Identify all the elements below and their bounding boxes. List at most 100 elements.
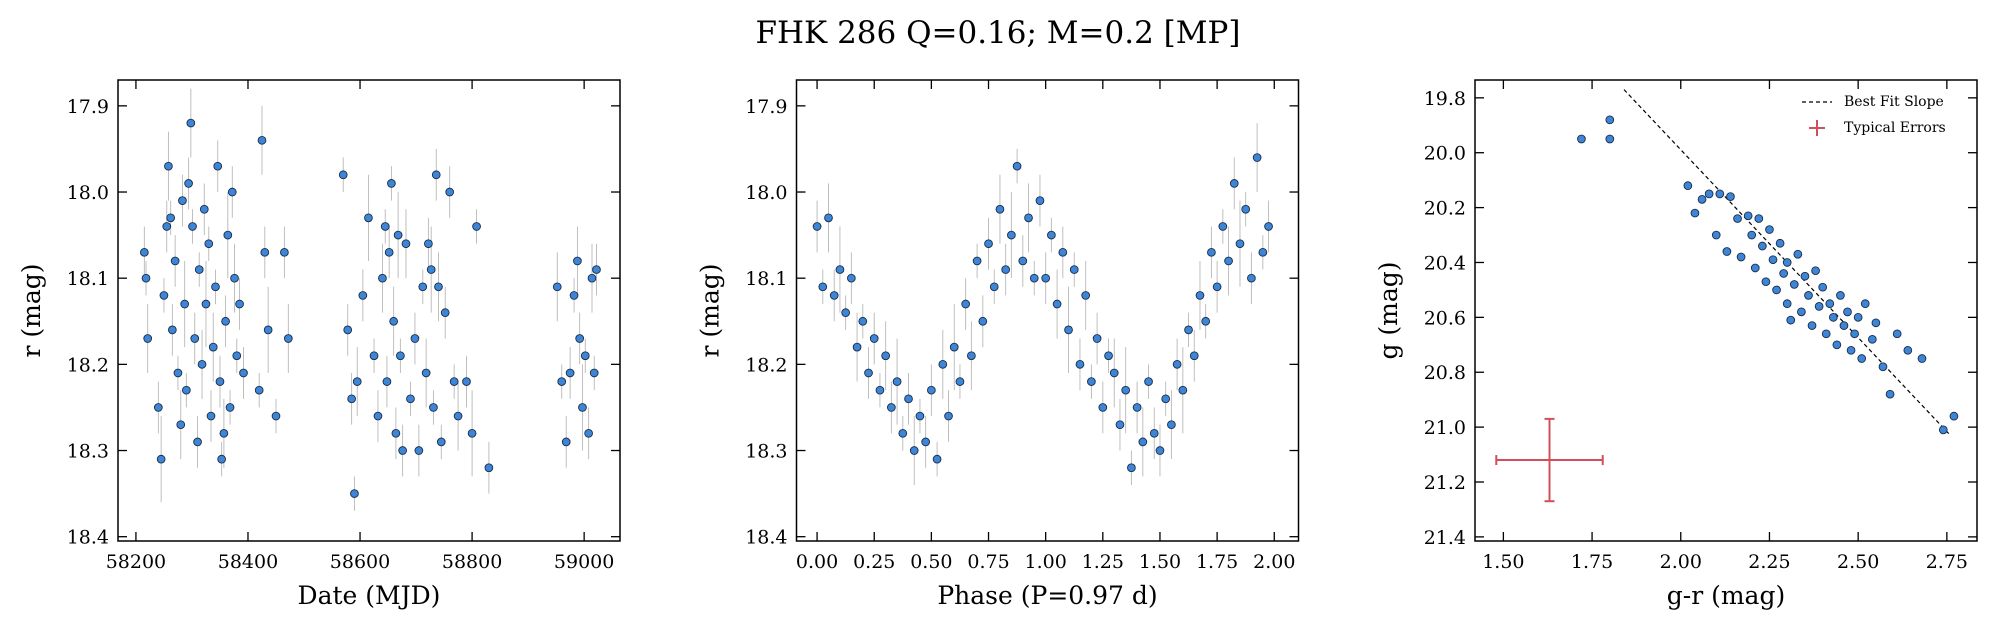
data-point (949, 342, 959, 352)
y-axis-label: r (mag) (17, 263, 46, 357)
data-point (387, 179, 396, 188)
data-point (1814, 302, 1824, 311)
data-point (972, 256, 982, 266)
data-point (1750, 263, 1760, 273)
data-point (1797, 307, 1806, 317)
data-point (852, 342, 862, 352)
data-point (1722, 247, 1732, 256)
x-tick-label: 58200 (106, 551, 166, 573)
y-tick-label: 21.0 (1424, 417, 1466, 439)
x-tick-label: 0.00 (796, 551, 838, 573)
data-point (199, 204, 209, 214)
data-point (1224, 256, 1233, 266)
data-point (1218, 222, 1228, 231)
data-point (575, 334, 585, 343)
data-point (1843, 307, 1852, 317)
x-tick-label: 59000 (554, 551, 614, 573)
data-point (1241, 204, 1251, 214)
data-point (230, 273, 239, 283)
fit-line (1623, 89, 1951, 436)
data-point (190, 334, 200, 343)
axes-frame (795, 79, 1300, 542)
x-tick-label: 1.00 (1025, 551, 1067, 573)
data-point (835, 265, 845, 274)
y-tick-label: 20.8 (1424, 362, 1466, 384)
data-point (1772, 285, 1781, 295)
data-point (382, 377, 392, 386)
x-tick-label: 2.50 (1837, 551, 1879, 573)
data-point (462, 377, 471, 386)
y-axis-label: g (mag) (1374, 261, 1403, 359)
data-point (167, 325, 177, 335)
x-tick-label: 2.00 (1253, 551, 1295, 573)
data-point (215, 377, 225, 386)
y-tick-label: 21.2 (1424, 472, 1466, 494)
legend-label: Best Fit Slope (1844, 94, 1944, 110)
data-point (1793, 249, 1803, 259)
data-point (1127, 463, 1136, 473)
data-point (426, 265, 436, 274)
data-point (263, 325, 273, 335)
data-point (1167, 420, 1176, 430)
y-tick-label: 20.2 (1424, 198, 1466, 220)
y-tick-label: 20.0 (1424, 143, 1466, 165)
data-point (173, 368, 183, 378)
data-point (225, 403, 235, 412)
data-point (378, 273, 387, 283)
data-point (343, 325, 353, 335)
data-point (1804, 291, 1813, 300)
data-point (472, 222, 481, 231)
data-point (153, 403, 163, 412)
data-point (1087, 377, 1096, 386)
y-tick-label: 20.4 (1424, 252, 1466, 274)
data-point (1747, 230, 1757, 240)
data-point (350, 489, 359, 498)
data-point (898, 428, 908, 438)
data-point (391, 428, 401, 438)
data-point (887, 403, 896, 412)
x-axis-label: Phase (P=0.97 d) (937, 581, 1157, 610)
x-tick-label: 58800 (442, 551, 502, 573)
data-point (221, 316, 230, 326)
data-point (1775, 238, 1785, 248)
data-point (347, 394, 356, 404)
data-point (573, 256, 582, 266)
data-point (338, 170, 348, 180)
data-point (1047, 230, 1056, 240)
data-point (396, 351, 405, 361)
data-point (219, 428, 229, 438)
data-point (984, 239, 993, 249)
y-tick-label: 18.4 (745, 527, 787, 549)
data-point (1121, 385, 1131, 395)
data-point (1229, 179, 1239, 188)
data-point (818, 282, 828, 292)
data-point (995, 204, 1005, 214)
data-point (1058, 247, 1068, 257)
data-point (1012, 161, 1022, 171)
data-point (369, 351, 379, 361)
data-point (1733, 214, 1742, 223)
data-point (1765, 225, 1774, 234)
data-point (1195, 291, 1205, 300)
data-point (1711, 230, 1721, 240)
y-tick-label: 20.6 (1424, 307, 1466, 329)
data-point (1081, 291, 1091, 300)
data-point (1605, 115, 1615, 125)
data-point (1828, 313, 1838, 322)
y-tick-label: 18.1 (67, 268, 109, 290)
x-tick-label: 1.75 (1196, 551, 1238, 573)
data-point (967, 351, 976, 361)
y-tick-label: 18.2 (745, 354, 787, 376)
data-point (1836, 291, 1845, 300)
data-point (592, 265, 601, 274)
y-tick-label: 21.4 (1424, 527, 1466, 549)
data-point (561, 437, 571, 447)
data-point (380, 222, 390, 231)
data-point (864, 368, 873, 378)
data-point (1878, 362, 1888, 372)
data-point (1138, 437, 1148, 447)
data-point (1172, 360, 1182, 369)
data-point (829, 291, 839, 300)
data-point (164, 161, 173, 171)
x-tick-label: 1.25 (1082, 551, 1124, 573)
